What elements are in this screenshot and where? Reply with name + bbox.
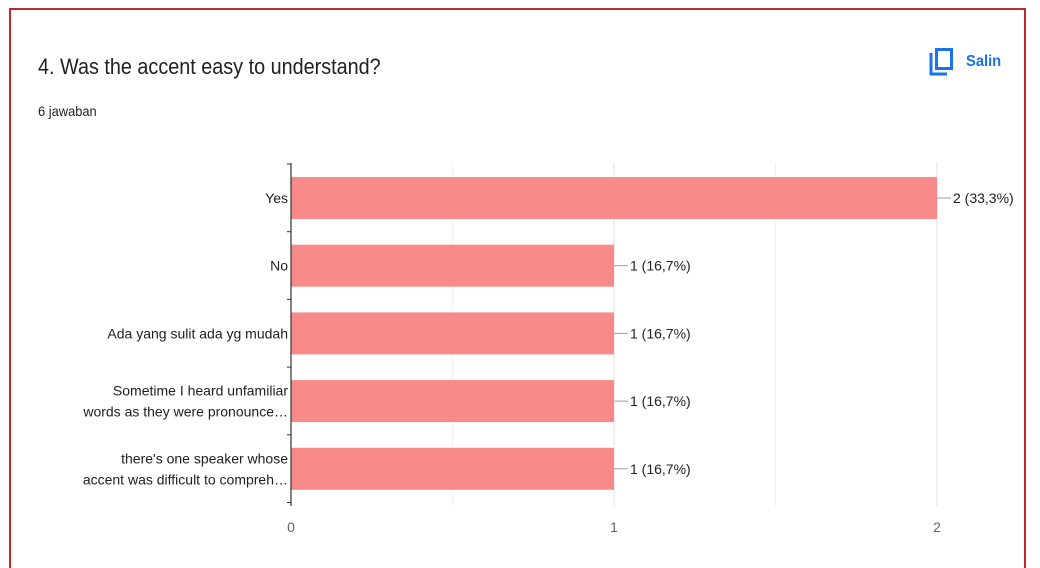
data-label: 1 (16,7%) [630, 461, 691, 477]
data-label: 1 (16,7%) [630, 393, 691, 409]
bar[interactable] [291, 177, 937, 219]
bar[interactable] [291, 244, 614, 287]
x-tick-label: 0 [287, 519, 295, 535]
category-label: there's one speaker whose accent was diff… [83, 450, 288, 487]
category-label: Sometime I heard unfamiliar words as they… [82, 383, 288, 420]
data-label: 1 (16,7%) [630, 258, 691, 274]
x-tick-label: 1 [610, 519, 618, 535]
question-title: 4. Was the accent easy to understand? [38, 54, 381, 79]
data-label: 1 (16,7%) [630, 325, 691, 341]
category-label: No [270, 258, 288, 274]
copy-icon [928, 47, 956, 77]
copy-button[interactable]: Salin [928, 44, 1004, 80]
x-tick-label: 2 [933, 519, 941, 535]
bar[interactable] [291, 312, 614, 355]
copy-button-label: Salin [966, 53, 1002, 70]
category-label: Yes [265, 190, 288, 206]
bar[interactable] [291, 380, 614, 423]
data-label: 2 (33,3%) [953, 190, 1014, 206]
category-label: Ada yang sulit ada yg mudah [107, 325, 288, 341]
bar[interactable] [291, 447, 614, 490]
response-count: 6 jawaban [38, 103, 97, 119]
